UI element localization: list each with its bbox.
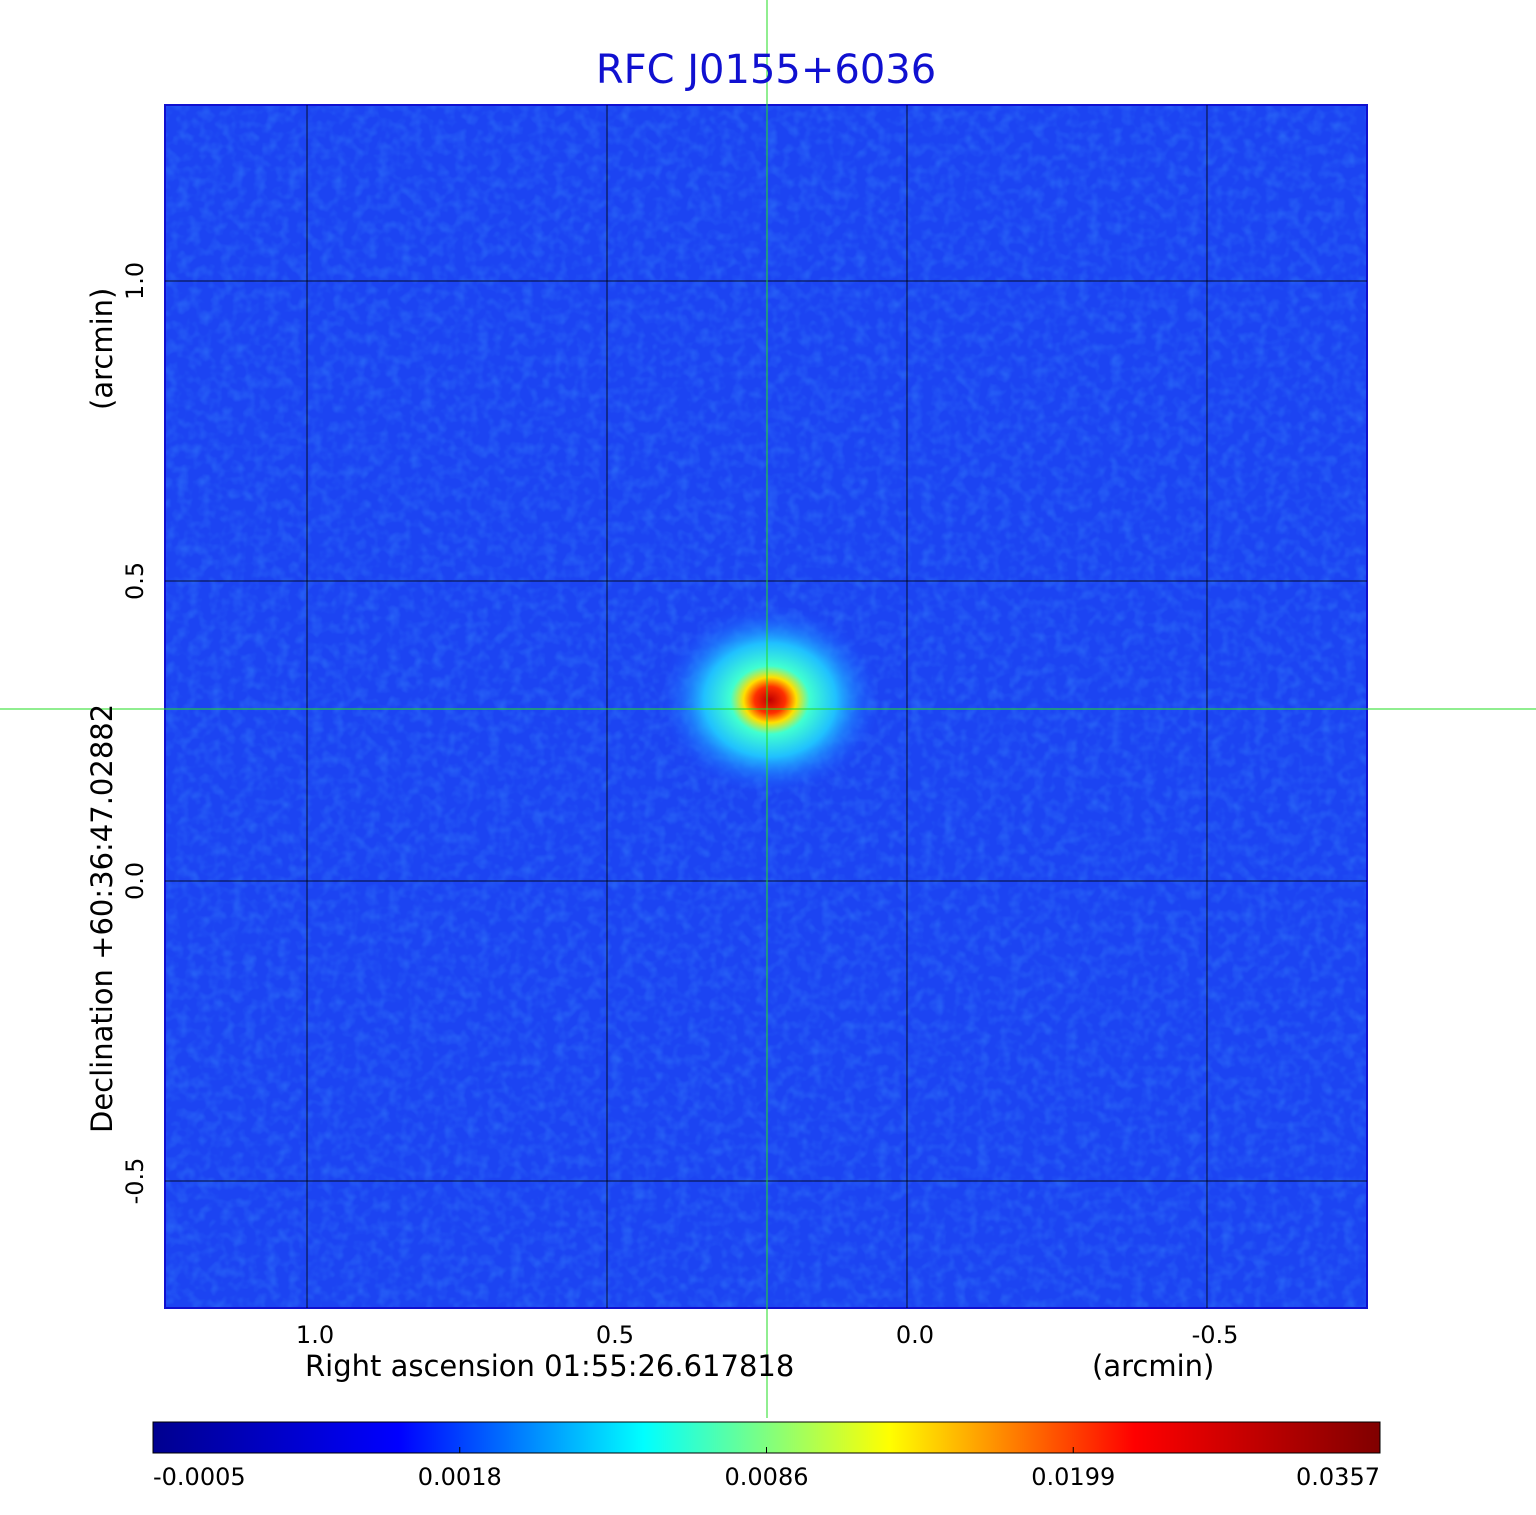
x-tick-label: 1.0: [296, 1321, 334, 1349]
x-axis-unit: (arcmin): [1092, 1349, 1214, 1383]
y-tick-label: 0.5: [121, 562, 149, 600]
x-tick-label: 0.0: [896, 1321, 934, 1349]
plot-frame: [164, 104, 1368, 1309]
colorbar-tick-label: 0.0018: [418, 1463, 502, 1491]
colorbar-tick-label: 0.0086: [725, 1463, 809, 1491]
y-tick-label: 0.0: [121, 862, 149, 900]
source: [660, 605, 880, 795]
y-axis-unit: (arcmin): [85, 288, 119, 410]
y-axis-label: Declination +60:36:47.02882: [85, 704, 119, 1133]
y-tick-label: -0.5: [121, 1158, 149, 1205]
x-tick-label: 0.5: [596, 1321, 634, 1349]
chart-title: RFC J0155+6036: [596, 47, 936, 93]
colorbar-tick-label: 0.0357: [1296, 1463, 1380, 1491]
colorbar-tick-label: -0.0005: [153, 1463, 246, 1491]
x-axis-label: Right ascension 01:55:26.617818: [305, 1349, 794, 1383]
colorbar-tick-label: 0.0199: [1031, 1463, 1115, 1491]
x-tick-label: -0.5: [1192, 1321, 1239, 1349]
y-tick-label: 1.0: [121, 262, 149, 300]
